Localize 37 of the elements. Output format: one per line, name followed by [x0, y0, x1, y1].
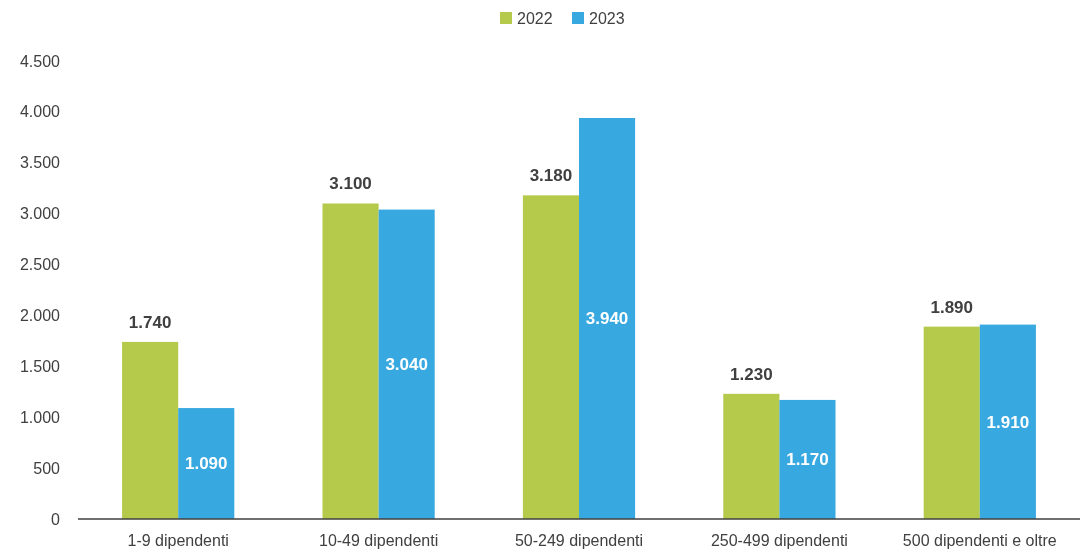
legend-label: 2022: [517, 9, 553, 27]
bar: [378, 209, 435, 519]
data-label: 1.170: [786, 450, 829, 470]
data-label: 1.740: [128, 312, 172, 332]
bar: [779, 399, 836, 519]
bar: [923, 326, 980, 519]
y-tick-label: 1.500: [19, 357, 61, 375]
x-tick-label: 1-9 dipendenti: [127, 532, 229, 549]
y-tick-label: 0: [51, 510, 61, 528]
legend-label: 2023: [589, 9, 625, 27]
x-tick-label: 10-49 dipendenti: [318, 532, 439, 549]
y-tick-label: 4.000: [19, 103, 61, 121]
data-label: 1.090: [184, 454, 228, 474]
y-tick-label: 1.000: [19, 408, 61, 426]
bar: [122, 341, 179, 519]
y-tick-label: 4.500: [19, 52, 61, 70]
bar: [178, 408, 235, 519]
data-label: 3.180: [529, 166, 573, 186]
data-label: 1.910: [986, 412, 1030, 432]
bar: [979, 324, 1036, 519]
data-label: 1.230: [730, 364, 773, 384]
y-tick-label: 500: [33, 459, 61, 477]
y-tick-label: 3.000: [19, 205, 61, 223]
x-tick-label: 250-499 dipendenti: [710, 532, 848, 549]
data-label: 3.100: [329, 174, 372, 194]
bar: [322, 203, 379, 519]
bar: [579, 118, 636, 519]
y-tick-label: 3.500: [19, 154, 61, 172]
data-label: 1.890: [930, 297, 974, 317]
bar: [723, 393, 780, 519]
y-tick-label: 2.500: [19, 256, 61, 274]
data-label: 3.940: [585, 309, 629, 329]
bar: [522, 195, 579, 519]
x-tick-label: 50-249 dipendenti: [514, 532, 644, 549]
x-tick-label: 500 dipendenti e oltre: [902, 532, 1057, 549]
data-label: 3.040: [385, 355, 428, 375]
y-tick-label: 2.000: [19, 307, 61, 325]
